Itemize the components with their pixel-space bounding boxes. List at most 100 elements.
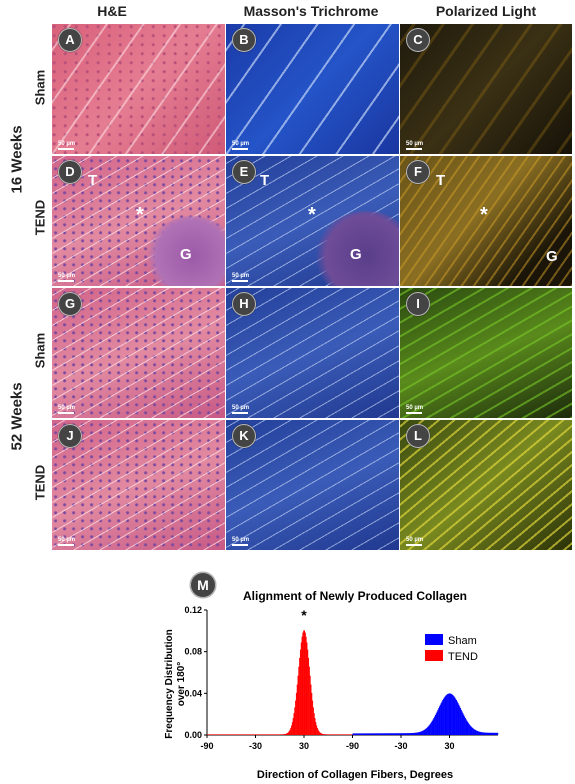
- panel-k-masson-tend-52: K 50 µm: [226, 420, 399, 550]
- histogram-bar-tend: [209, 734, 211, 735]
- histogram-bar-sham: [451, 694, 453, 735]
- histogram-bar-sham: [383, 733, 385, 735]
- histogram-bar-tend: [259, 734, 261, 735]
- histogram-bar-tend: [265, 734, 267, 735]
- histogram-bar-sham: [358, 733, 360, 735]
- histogram-bar-tend: [320, 732, 322, 735]
- histogram-bar-tend: [249, 734, 251, 735]
- histogram-bar-tend: [223, 734, 225, 735]
- column-header-masson: Masson's Trichrome: [243, 3, 379, 19]
- histogram-bar-tend: [298, 666, 300, 735]
- gland-region: [147, 216, 225, 286]
- histogram-bar-sham: [358, 733, 360, 735]
- histogram-bar-tend: [309, 675, 311, 735]
- histogram-bar-sham: [424, 729, 426, 735]
- histogram-bar-sham: [414, 732, 416, 735]
- x-tick-label: -30: [394, 741, 407, 751]
- histogram-bar-tend: [314, 718, 316, 735]
- scale-bar: 50 µm: [232, 537, 249, 546]
- scale-bar: 50 µm: [232, 273, 249, 282]
- histogram-bar-sham: [465, 719, 467, 735]
- histogram-bar-sham: [447, 693, 449, 735]
- histogram-bar-sham: [388, 733, 390, 735]
- histogram-bar-tend: [274, 734, 276, 735]
- histogram-bar-tend: [299, 649, 301, 735]
- histogram-bar-sham: [365, 733, 367, 735]
- histogram-bar-tend: [240, 734, 242, 735]
- histogram-bar-sham: [461, 711, 463, 735]
- collagen-alignment-chart: Alignment of Newly Produced Collagen Fre…: [164, 589, 499, 781]
- histogram-bar-sham: [431, 720, 433, 735]
- histogram-bar-tend: [240, 734, 242, 735]
- histogram-bar-tend: [302, 632, 304, 735]
- histogram-bar-sham: [379, 733, 381, 735]
- histogram-bar-tend: [266, 734, 268, 735]
- histogram-bar-sham: [430, 723, 432, 735]
- histogram-bar-sham: [433, 718, 435, 735]
- histogram-bar-sham: [489, 732, 491, 735]
- histogram-bar-tend: [297, 675, 299, 735]
- histogram-bar-tend: [221, 734, 223, 735]
- histogram-bar-sham: [453, 696, 455, 735]
- histogram-bar-sham: [400, 733, 402, 735]
- group-label-16-weeks: 16 Weeks: [8, 125, 26, 194]
- histogram-bar-tend: [339, 734, 341, 735]
- histogram-bar-sham: [417, 732, 419, 735]
- histogram-bar-sham: [473, 729, 475, 735]
- histogram-bar-sham: [395, 733, 397, 735]
- histogram-bar-tend: [334, 734, 336, 735]
- histogram-bar-sham: [416, 732, 418, 735]
- histogram-bar-tend: [234, 734, 236, 735]
- histogram-bar-tend: [312, 707, 314, 735]
- histogram-bar-tend: [305, 636, 307, 735]
- histogram-bar-tend: [346, 734, 348, 735]
- histogram-bar-tend: [295, 700, 297, 735]
- histogram-bar-sham: [384, 733, 386, 735]
- histogram-bar-tend: [258, 734, 260, 735]
- x-tick-label: -90: [346, 741, 359, 751]
- histogram-bar-tend: [257, 734, 259, 735]
- histogram-bar-tend: [241, 734, 243, 735]
- scale-bar: 50 µm: [406, 405, 423, 414]
- histogram-bar-sham: [467, 722, 469, 735]
- histogram-bar-tend: [216, 734, 218, 735]
- histogram-bar-tend: [287, 732, 289, 735]
- histogram-bar-tend: [212, 734, 214, 735]
- histogram-bar-sham: [403, 733, 405, 735]
- histogram-bar-sham: [481, 732, 483, 735]
- histogram-bar-sham: [354, 733, 356, 735]
- histogram-bar-sham: [464, 716, 466, 735]
- histogram-bar-tend: [250, 734, 252, 735]
- histogram-bar-sham: [359, 733, 361, 735]
- histogram-bar-sham: [419, 731, 421, 735]
- histogram-bar-sham: [415, 732, 417, 735]
- panel-badge-f: F: [406, 160, 430, 184]
- histogram-bar-tend: [329, 734, 331, 735]
- histogram-bar-tend: [301, 636, 303, 735]
- histogram-bar-tend: [222, 734, 224, 735]
- histogram-bar-tend: [230, 734, 232, 735]
- histogram-bar-sham: [369, 733, 371, 735]
- histogram-bar-tend: [268, 734, 270, 735]
- chart-annotation-star: *: [301, 607, 307, 623]
- panel-badge-k: K: [232, 424, 256, 448]
- legend-label-sham: Sham: [448, 635, 477, 647]
- histogram-bar-sham: [434, 716, 436, 735]
- histogram-bar-tend: [215, 734, 217, 735]
- histogram-bar-sham: [476, 730, 478, 735]
- histogram-bar-tend: [318, 731, 320, 735]
- histogram-bar-sham: [432, 719, 434, 735]
- histogram-bar-sham: [423, 729, 425, 735]
- scale-bar: 50 µm: [232, 141, 249, 150]
- histogram-bar-sham: [397, 733, 399, 735]
- histogram-bar-sham: [413, 732, 415, 735]
- label-star: *: [308, 204, 316, 226]
- histogram-bar-tend: [286, 733, 288, 735]
- histogram-bar-tend: [260, 734, 262, 735]
- scale-bar: 50 µm: [406, 141, 423, 150]
- histogram-bar-tend: [346, 734, 348, 735]
- histogram-bar-sham: [371, 733, 373, 735]
- histogram-bar-tend: [243, 734, 245, 735]
- x-tick-label: -30: [249, 741, 262, 751]
- histogram-bar-sham: [446, 694, 448, 735]
